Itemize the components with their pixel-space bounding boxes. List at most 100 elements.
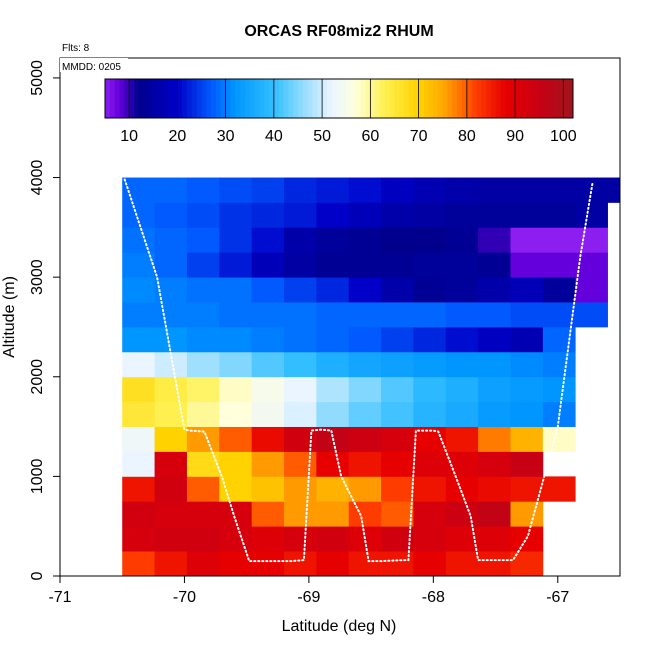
heatmap-cell [575,277,608,303]
heatmap-cell [186,376,220,403]
heatmap-cell [413,451,447,477]
colorbar-segment [534,79,540,118]
colorbar-segment [433,79,439,118]
heatmap-cell [316,376,350,403]
heatmap-cell [348,401,382,427]
heatmap-cell [381,277,414,303]
heatmap-cell [381,326,414,353]
colorbar-segment [380,79,386,118]
colorbar-segment [457,79,463,118]
heatmap-cell [186,476,220,502]
plot-frame [59,57,621,577]
heatmap-cell [122,177,155,203]
heatmap-cell [542,277,576,303]
heatmap-cell [478,177,511,203]
heatmap-cell [284,526,317,552]
heatmap-cell [186,401,220,427]
colorbar-segment [249,79,256,118]
heatmap-cell [284,401,317,427]
colorbar-segment [240,79,246,118]
heatmap-cell [413,252,447,278]
heatmap-cell [284,326,317,353]
heatmap-cell [251,451,285,477]
heatmap-cell [542,177,576,203]
heatmap-cell [478,277,511,303]
heatmap-cell [316,227,350,253]
heatmap-cell [478,252,511,278]
colorbar-segment [124,79,130,118]
colorbar-segment [563,79,569,118]
x-tick-label: -69 [297,589,320,606]
heatmap-cell [186,277,220,303]
x-tick-label: -68 [422,589,445,606]
heatmap-cell [445,501,479,527]
heatmap-cell [251,177,285,203]
plot-area [122,177,621,577]
heatmap-cell [154,227,188,253]
colorbar-segment [153,79,159,118]
heatmap-cell [510,252,544,278]
heatmap-cell [381,351,414,378]
colorbar-segment [399,79,405,118]
heatmap-cell [413,326,447,353]
heatmap-cell [154,551,188,577]
colorbar-segment [351,79,357,118]
colorbar-segment [375,79,381,118]
heatmap-cell [413,401,447,427]
heatmap-cell [122,476,155,502]
heatmap-cell [154,426,188,452]
heatmap-cell [316,501,350,527]
flights-annotation: Flts: 8 [62,43,90,54]
x-axis: -71 -70 -69 -68 -67 [48,576,569,606]
colorbar-segment [172,79,178,118]
heatmap-cell [445,401,479,427]
heatmap-cell [445,277,479,303]
heatmap-cell [445,551,479,577]
heatmap-cell [251,252,285,278]
heatmap-cell [348,202,382,228]
colorbar-tick-label: 100 [550,128,577,145]
colorbar-segment [312,79,318,118]
annotation-box [60,58,128,72]
colorbar-segment [529,79,535,118]
heatmap-cell [219,302,253,328]
heatmap-cell [251,426,285,452]
y-axis: 0 1000 2000 3000 4000 5000 [29,60,60,580]
colorbar-segment [278,79,285,118]
colorbar-tick-label: 30 [217,128,235,145]
colorbar-segment [215,79,222,118]
colorbar-segment [346,79,352,118]
heatmap-cell [154,302,188,328]
heatmap-cell [122,326,155,353]
heatmap-cell [284,501,317,527]
y-tick-label: 3000 [29,259,46,295]
flight-track-line [123,178,594,563]
colorbar-segment [105,79,111,118]
colorbar-tick-label: 60 [361,128,379,145]
heatmap-cell [542,351,576,378]
heatmap-cell [348,501,382,527]
heatmap-cell [445,227,479,253]
colorbar-segment [148,79,154,118]
colorbar-segment [273,79,280,118]
heatmap-cell [186,302,220,328]
flight-track [123,178,594,563]
colorbar-segment [269,79,275,118]
heatmap-cell [542,227,576,253]
colorbar-segment [206,79,212,118]
colorbar-segment [119,79,125,118]
heatmap-cell [413,476,447,502]
heatmap-cell [316,202,350,228]
x-tick-label: -70 [173,589,196,606]
heatmap-cell [348,252,382,278]
colorbar-segment [553,79,560,118]
heatmap-cell [510,351,544,378]
heatmap-cell [575,177,608,203]
colorbar-segment [418,79,424,118]
colorbar-segment [230,79,236,118]
colorbar-segment [394,79,400,118]
colorbar-segment [466,79,473,118]
colorbar-segment [481,79,487,118]
heatmap-cell [381,376,414,403]
heatmap-cell [122,551,155,577]
